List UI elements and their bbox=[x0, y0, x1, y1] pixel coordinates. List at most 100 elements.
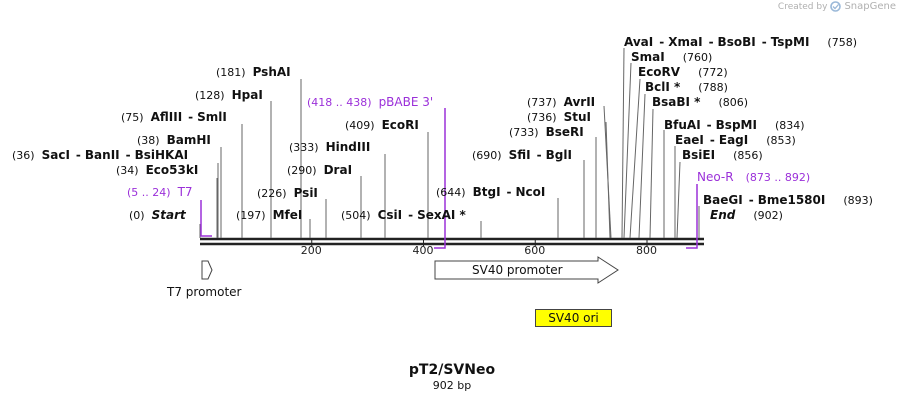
primer-t7-mark bbox=[200, 200, 212, 237]
enzyme-btgi: BtgI bbox=[472, 185, 501, 199]
t7-promoter-arrow bbox=[201, 260, 213, 280]
site-psii-pos: (226) bbox=[257, 187, 287, 200]
site-bseri: (733) BseRI bbox=[509, 125, 584, 140]
enzyme-hindiii: HindIII bbox=[325, 140, 371, 154]
site-start: (0) Start bbox=[129, 208, 186, 223]
enzyme-baegi: BaeGI bbox=[703, 193, 743, 207]
site-saci-pos: (36) bbox=[12, 149, 35, 162]
connector-ecorv bbox=[629, 78, 641, 239]
site-end-name: End bbox=[710, 208, 736, 222]
primer-pbabe3: (418 .. 438) pBABE 3' bbox=[307, 95, 433, 110]
enzyme-psii: PsiI bbox=[293, 186, 318, 200]
site-eaei-pos: (853) bbox=[766, 134, 796, 147]
primer-t7: (5 .. 24) T7 bbox=[127, 185, 193, 200]
enzyme-ecori: EcoRI bbox=[381, 118, 419, 132]
site-eco53ki-pos: (34) bbox=[116, 164, 139, 177]
site-end-pos: (902) bbox=[753, 209, 783, 222]
sv40-promoter-arrow bbox=[434, 256, 619, 284]
site-hpai-pos: (128) bbox=[195, 89, 225, 102]
site-bsiei: BsiEI (856) bbox=[682, 148, 763, 163]
connector-smai bbox=[623, 62, 632, 239]
enzyme-hpai: HpaI bbox=[231, 88, 263, 102]
site-saci: (36) SacI - BanII - BsiHKAI bbox=[12, 148, 189, 162]
site-sfii-pos: (690) bbox=[472, 149, 502, 162]
site-avai: AvaI - XmaI - BsoBI - TspMI (758) bbox=[624, 35, 858, 49]
primer-pbabe3-range: (418 .. 438) bbox=[307, 96, 372, 109]
enzyme-stui: StuI bbox=[563, 110, 591, 124]
enzyme-eaei: EaeI bbox=[675, 133, 704, 147]
site-smai: SmaI (760) bbox=[631, 50, 712, 65]
enzyme-bsihkai: BsiHKAI bbox=[134, 148, 189, 162]
map-title: pT2/SVNeo bbox=[408, 362, 496, 378]
connector-bsiei bbox=[676, 161, 681, 239]
enzyme-sfii: SfiI bbox=[508, 148, 531, 162]
site-mfei-pos: (197) bbox=[236, 209, 266, 222]
enzyme-bgli: BglI bbox=[545, 148, 572, 162]
enzyme-eagi: EagI bbox=[718, 133, 749, 147]
site-ecorv: EcoRV (772) bbox=[638, 65, 728, 80]
site-stui: (736) StuI bbox=[527, 110, 591, 125]
enzyme-aflii: AflIII bbox=[150, 110, 183, 124]
site-ecori-pos: (409) bbox=[345, 119, 375, 132]
connector-bcli bbox=[638, 93, 646, 239]
primer-pbabe3-name: pBABE 3' bbox=[378, 95, 434, 109]
site-mfei: (197) MfeI bbox=[236, 208, 302, 223]
connector-avai bbox=[621, 47, 625, 239]
enzyme-csii: CsiI bbox=[377, 208, 403, 222]
site-csii-pos: (504) bbox=[341, 209, 371, 222]
primer-t7-name: T7 bbox=[177, 185, 193, 199]
site-connectors bbox=[199, 47, 700, 239]
axis-tick-label-400: 400 bbox=[412, 244, 434, 257]
primer-t7-range: (5 .. 24) bbox=[127, 186, 171, 199]
connector-bsabi bbox=[649, 108, 654, 239]
enzyme-smai: SmaI bbox=[631, 50, 665, 64]
site-baegi-pos: (893) bbox=[843, 194, 873, 207]
enzyme-drai: DraI bbox=[323, 163, 353, 177]
credit-text: Created by bbox=[777, 1, 828, 12]
primer-marks bbox=[200, 108, 698, 249]
site-start-pos: (0) bbox=[129, 209, 145, 222]
map-length: 902 bp bbox=[432, 379, 472, 392]
primer-neor: Neo-R (873 .. 892) bbox=[697, 170, 817, 185]
primer-neor-name: Neo-R bbox=[697, 170, 734, 184]
site-smai-pos: (760) bbox=[682, 51, 713, 64]
primer-neor-mark bbox=[686, 184, 698, 249]
enzyme-avrii: AvrII bbox=[563, 95, 596, 109]
enzyme-avai: AvaI bbox=[624, 35, 654, 49]
site-eaei: EaeI - EagI (853) bbox=[675, 133, 796, 147]
site-btgi: (644) BtgI - NcoI bbox=[436, 185, 546, 199]
site-aflii-pos: (75) bbox=[121, 111, 144, 124]
site-avrii-pos: (737) bbox=[527, 96, 557, 109]
enzyme-ncoi: NcoI bbox=[515, 185, 546, 199]
enzyme-bcli: BclI * bbox=[645, 80, 681, 94]
enzyme-banii: BanII bbox=[84, 148, 120, 162]
site-hindiii: (333) HindIII bbox=[289, 140, 370, 155]
enzyme-ecorv: EcoRV bbox=[638, 65, 681, 79]
axis-ticks bbox=[311, 238, 648, 246]
site-pshai: (181) PshAI bbox=[216, 65, 291, 80]
axis-tick-label-200: 200 bbox=[300, 244, 322, 257]
enzyme-pshai: PshAI bbox=[252, 65, 291, 79]
site-end: End (902) bbox=[710, 208, 783, 223]
site-bsabi-pos: (806) bbox=[718, 96, 749, 109]
site-pshai-pos: (181) bbox=[216, 66, 246, 79]
enzyme-bsabi: BsaBI * bbox=[652, 95, 701, 109]
site-start-name: Start bbox=[151, 208, 186, 222]
enzyme-bfuai: BfuAI bbox=[664, 118, 701, 132]
site-ecori: (409) EcoRI bbox=[345, 118, 419, 133]
enzyme-mfei: MfeI bbox=[272, 208, 303, 222]
t7-promoter-label: T7 promoter bbox=[167, 285, 242, 299]
enzyme-bseri: BseRI bbox=[545, 125, 584, 139]
site-drai-pos: (290) bbox=[287, 164, 317, 177]
sv40-promoter-label: SV40 promoter bbox=[472, 263, 563, 277]
site-psii: (226) PsiI bbox=[257, 186, 318, 201]
sv40-ori-box: SV40 ori bbox=[535, 309, 612, 327]
snapgene-logo-icon bbox=[830, 1, 842, 12]
enzyme-saci: SacI bbox=[41, 148, 70, 162]
enzyme-bsobi: BsoBI bbox=[717, 35, 756, 49]
site-sfii: (690) SfiI - BglI bbox=[472, 148, 572, 162]
enzyme-tspmi: TspMI bbox=[770, 35, 810, 49]
site-bsabi: BsaBI * (806) bbox=[652, 95, 748, 110]
site-eco53ki: (34) Eco53kI bbox=[116, 163, 198, 178]
enzyme-bamhi: BamHI bbox=[166, 133, 211, 147]
